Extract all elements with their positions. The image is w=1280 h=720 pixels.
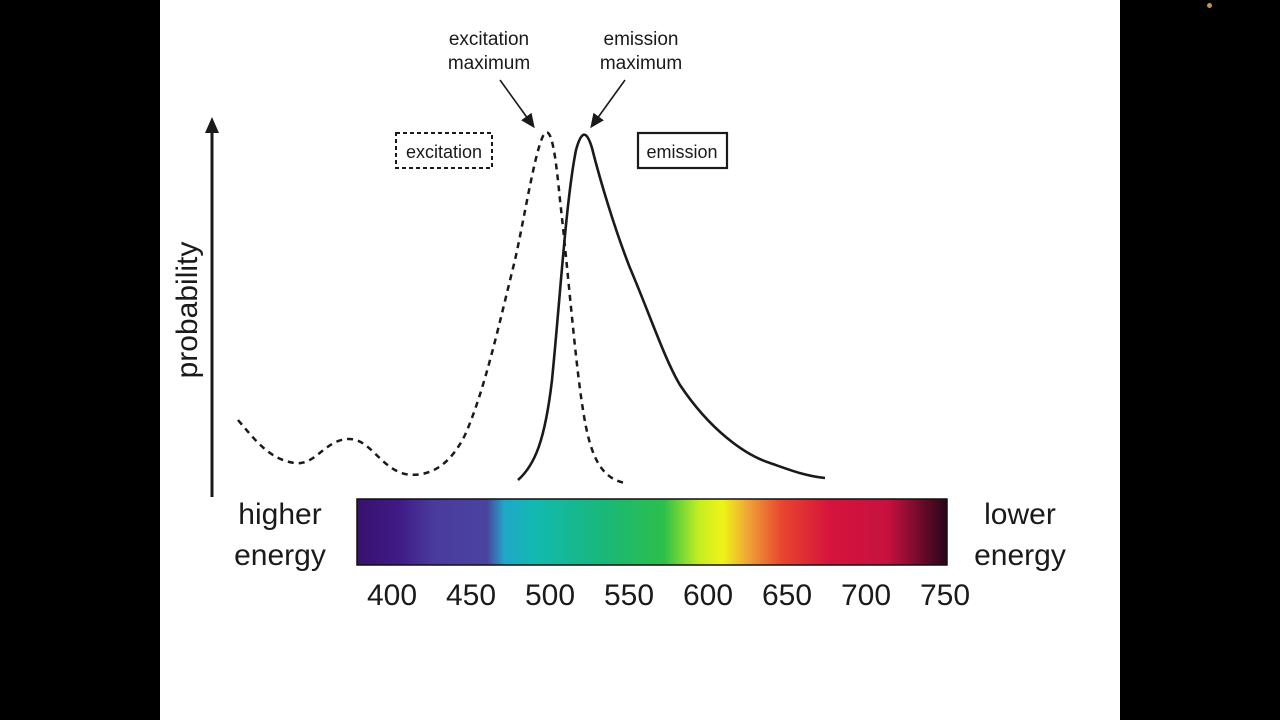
tick-label-550: 550: [604, 579, 654, 612]
emission-max-label-line2: maximum: [600, 53, 682, 74]
tick-label-500: 500: [525, 579, 575, 612]
y-axis-label: probability: [171, 242, 204, 379]
y-axis-arrowhead: [205, 117, 219, 133]
excitation-legend-box: [395, 132, 493, 169]
tick-label-400: 400: [367, 579, 417, 612]
excitation-legend-label: excitation: [406, 142, 482, 162]
emission-curve: [517, 133, 826, 481]
slide: [160, 0, 1120, 720]
emission-legend-label: emission: [646, 142, 717, 162]
emission-max-label-line1: emission: [604, 29, 679, 50]
cursor-dot: [1207, 3, 1212, 8]
emission-legend-box: [636, 131, 729, 170]
higher-energy-label-line2: energy: [234, 539, 326, 572]
tick-label-600: 600: [683, 579, 733, 612]
lower-energy-label-line2: energy: [974, 539, 1066, 572]
tick-label-700: 700: [841, 579, 891, 612]
excitation-max-label-line1: excitation: [449, 29, 529, 50]
excitation-max-label-line2: maximum: [448, 53, 530, 74]
visible-spectrum-bar: [356, 498, 948, 566]
tick-label-650: 650: [762, 579, 812, 612]
emission-max-arrow: [590, 79, 626, 129]
tick-label-750: 750: [920, 579, 970, 612]
tick-label-450: 450: [446, 579, 496, 612]
lower-energy-label-line1: lower: [984, 498, 1056, 531]
higher-energy-label-line1: higher: [238, 498, 321, 531]
excitation-curve: [237, 131, 626, 485]
excitation-max-arrow: [499, 79, 535, 129]
